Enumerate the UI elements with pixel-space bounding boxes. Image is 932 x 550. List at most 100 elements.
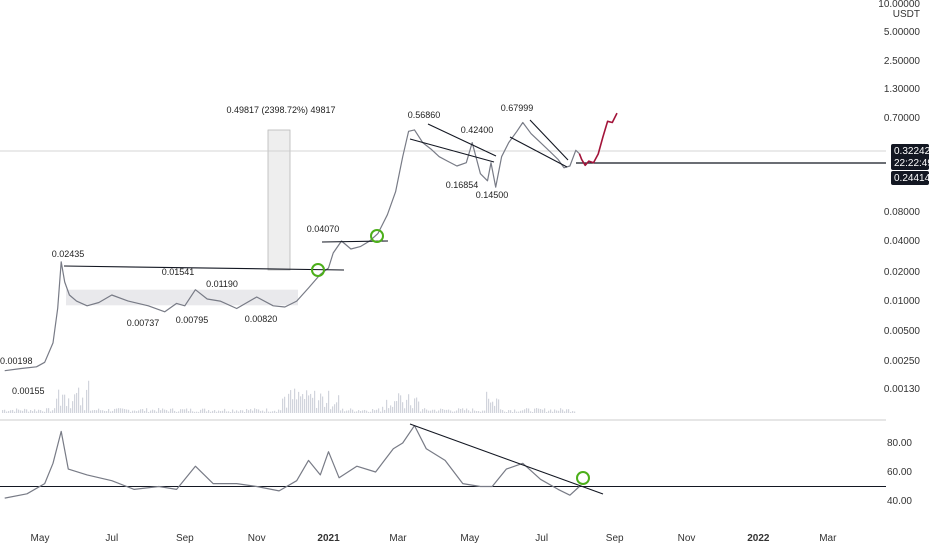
volume-bar bbox=[452, 411, 454, 413]
flag-upper-trendline bbox=[427, 123, 497, 157]
volume-bar bbox=[336, 402, 338, 413]
volume-bar bbox=[348, 410, 350, 413]
volume-bar bbox=[100, 410, 102, 413]
volume-bar bbox=[340, 410, 342, 413]
volume-bar bbox=[102, 410, 104, 413]
volume-bar bbox=[62, 394, 64, 413]
oscillator-axis-tick-label: 80.00 bbox=[887, 438, 912, 449]
volume-bar bbox=[502, 410, 504, 413]
price-annotation-label: 0.01190 bbox=[206, 279, 238, 289]
volume-bar bbox=[2, 410, 4, 413]
price-axis-tick-label: 0.04000 bbox=[884, 236, 921, 247]
volume-bar bbox=[16, 408, 18, 413]
level-price-badge bbox=[891, 171, 929, 185]
volume-bar bbox=[68, 398, 70, 413]
volume-bar bbox=[338, 395, 340, 413]
volume-bar bbox=[356, 411, 358, 413]
price-annotation-label: 0.16854 bbox=[446, 180, 479, 190]
volume-bar bbox=[40, 410, 42, 413]
volume-bar bbox=[560, 408, 562, 413]
volume-bar bbox=[288, 393, 290, 413]
volume-bar bbox=[186, 408, 188, 413]
volume-bar bbox=[168, 411, 170, 413]
oscillator-axis-tick-label: 40.00 bbox=[887, 496, 912, 507]
volume-bar bbox=[164, 409, 166, 413]
volume-bar bbox=[182, 409, 184, 413]
volume-bar bbox=[152, 409, 154, 413]
price-annotation-label: 0.00737 bbox=[127, 318, 160, 328]
flag-lower-trendline bbox=[409, 138, 495, 163]
volume-bar bbox=[110, 411, 112, 413]
volume-bar bbox=[130, 411, 132, 413]
volume-bar bbox=[244, 411, 246, 413]
volume-bar bbox=[418, 401, 420, 413]
volume-bar bbox=[248, 410, 250, 413]
volume-bar bbox=[316, 407, 318, 413]
volume-bar bbox=[86, 389, 88, 413]
volume-bar bbox=[94, 410, 96, 413]
volume-bar bbox=[156, 411, 158, 413]
volume-bar bbox=[394, 401, 396, 413]
volume-bar bbox=[424, 408, 426, 413]
price-annotation-label: 0.04070 bbox=[307, 224, 340, 234]
volume-bar bbox=[14, 411, 16, 413]
volume-bar bbox=[306, 390, 308, 413]
volume-bar bbox=[204, 408, 206, 413]
volume-bar bbox=[462, 408, 464, 413]
volume-bar bbox=[58, 389, 60, 413]
volume-bar bbox=[380, 411, 382, 413]
volume-bar bbox=[478, 411, 480, 413]
price-annotation-label: 0.49817 (2398.72%) 49817 bbox=[226, 105, 335, 115]
volume-bar bbox=[128, 409, 130, 413]
volume-bar bbox=[396, 401, 398, 413]
volume-bar bbox=[108, 409, 110, 413]
oscillator-downtrend-line bbox=[409, 423, 604, 495]
time-axis-label: Jul bbox=[105, 533, 118, 544]
volume-bar bbox=[436, 411, 438, 413]
volume-bar bbox=[432, 409, 434, 413]
volume-bar bbox=[476, 411, 478, 413]
volume-bar bbox=[374, 410, 376, 413]
volume-bar bbox=[402, 402, 404, 413]
price-annotation-label: 0.67999 bbox=[501, 103, 534, 113]
volume-bar bbox=[528, 408, 530, 413]
volume-bar bbox=[314, 390, 316, 413]
volume-bar bbox=[438, 410, 440, 413]
time-axis-label: Mar bbox=[819, 533, 837, 544]
volume-bar bbox=[28, 411, 30, 413]
volume-bar bbox=[6, 411, 8, 413]
volume-bar bbox=[440, 408, 442, 413]
volume-bar bbox=[106, 411, 108, 413]
volume-bar bbox=[76, 392, 78, 413]
volume-bar bbox=[522, 410, 524, 413]
price-annotation-label: 0.02435 bbox=[52, 249, 85, 259]
volume-bar bbox=[328, 390, 330, 413]
volume-bar bbox=[536, 408, 538, 413]
volume-bar bbox=[56, 398, 58, 413]
price-axis-tick-label: 5.00000 bbox=[884, 27, 921, 38]
volume-bar bbox=[246, 408, 248, 413]
volume-bar bbox=[542, 409, 544, 413]
volume-bar bbox=[46, 408, 48, 413]
price-axis-tick-label: 0.08000 bbox=[884, 207, 921, 218]
price-axis-tick-label: 2.50000 bbox=[884, 56, 921, 67]
volume-bar bbox=[266, 408, 268, 413]
volume-bar bbox=[372, 409, 374, 413]
resistance-trendline bbox=[63, 265, 345, 271]
volume-bar bbox=[570, 411, 572, 413]
volume-bar bbox=[540, 408, 542, 413]
volume-bar bbox=[184, 409, 186, 413]
volume-bar bbox=[354, 411, 356, 413]
measure-box bbox=[267, 129, 291, 271]
volume-bar bbox=[250, 409, 252, 413]
volume-bar bbox=[322, 396, 324, 413]
time-axis-label: Nov bbox=[248, 533, 266, 544]
volume-bar bbox=[368, 411, 370, 413]
volume-bar bbox=[428, 410, 430, 413]
price-annotation-label: 0.01541 bbox=[162, 267, 195, 277]
volume-bar bbox=[10, 410, 12, 413]
volume-bar bbox=[34, 409, 36, 413]
volume-bar bbox=[334, 404, 336, 413]
volume-bar bbox=[454, 411, 456, 413]
volume-bar bbox=[466, 408, 468, 413]
